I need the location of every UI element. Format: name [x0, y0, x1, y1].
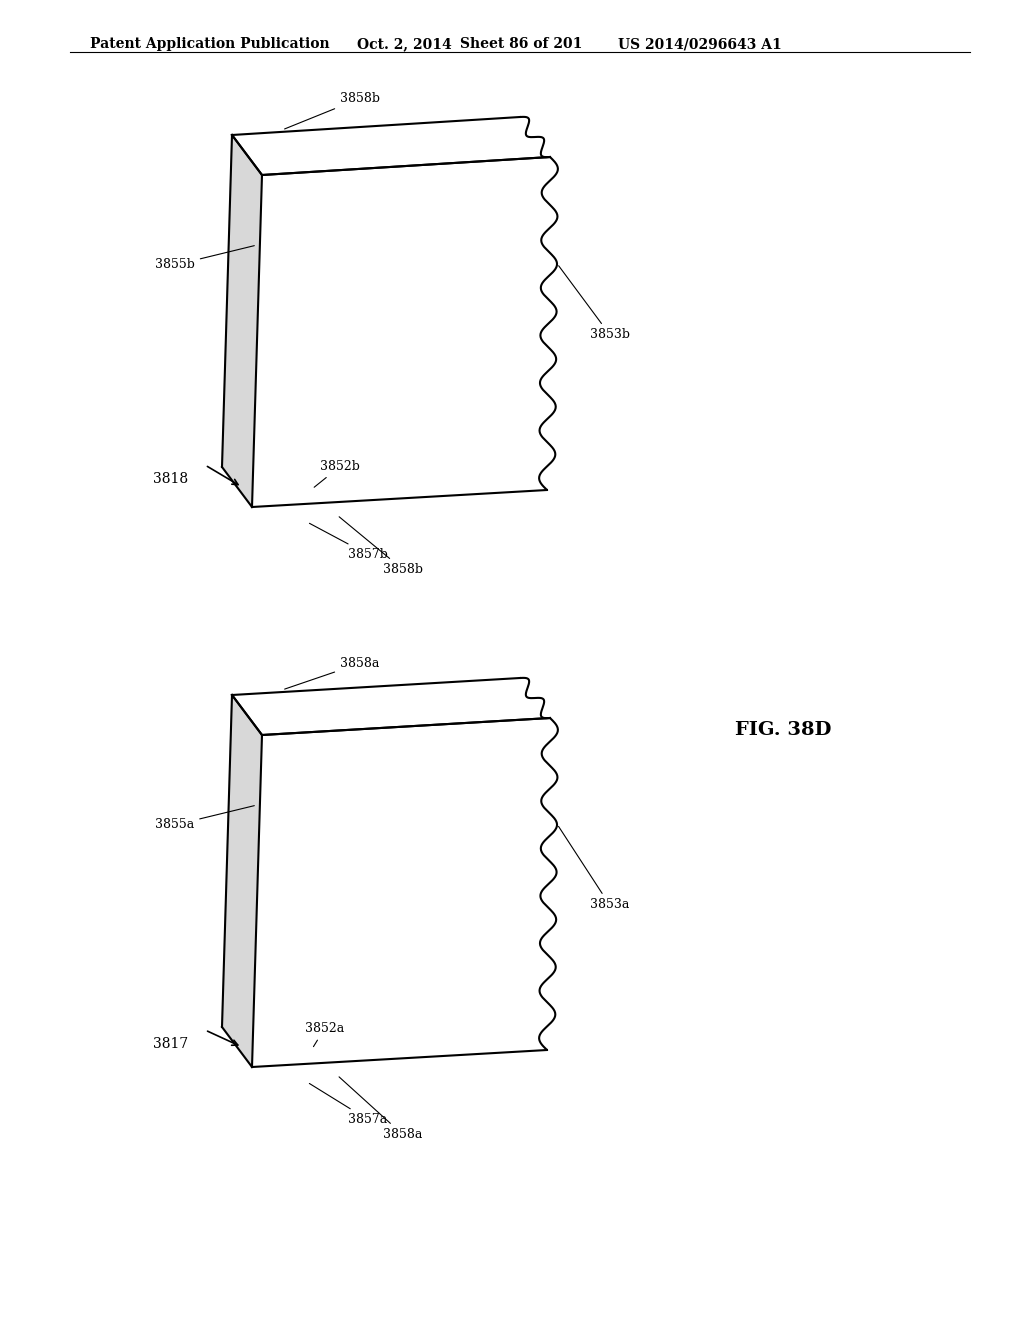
Text: 3857a: 3857a	[309, 1084, 387, 1126]
Text: US 2014/0296643 A1: US 2014/0296643 A1	[618, 37, 781, 51]
Polygon shape	[252, 718, 550, 1067]
Text: FIG. 38D: FIG. 38D	[735, 721, 831, 739]
Text: 3853a: 3853a	[558, 826, 630, 912]
Text: Sheet 86 of 201: Sheet 86 of 201	[460, 37, 583, 51]
Polygon shape	[232, 678, 550, 735]
Text: 3852b: 3852b	[314, 459, 359, 487]
Text: 3855a: 3855a	[155, 805, 254, 832]
Polygon shape	[222, 135, 262, 507]
Text: Patent Application Publication: Patent Application Publication	[90, 37, 330, 51]
Text: 3858a: 3858a	[339, 1077, 422, 1140]
Text: 3858b: 3858b	[339, 516, 423, 576]
Text: 3818: 3818	[153, 473, 188, 486]
Text: Oct. 2, 2014: Oct. 2, 2014	[357, 37, 452, 51]
Polygon shape	[252, 157, 550, 507]
Polygon shape	[222, 696, 262, 1067]
Text: 3852a: 3852a	[305, 1022, 344, 1047]
Polygon shape	[232, 117, 550, 176]
Text: 3853b: 3853b	[559, 265, 630, 342]
Text: 3858b: 3858b	[285, 92, 380, 129]
Text: 3858a: 3858a	[285, 657, 379, 689]
Text: 3817: 3817	[153, 1038, 188, 1051]
Text: 3855b: 3855b	[155, 246, 254, 272]
Text: 3857b: 3857b	[309, 523, 388, 561]
